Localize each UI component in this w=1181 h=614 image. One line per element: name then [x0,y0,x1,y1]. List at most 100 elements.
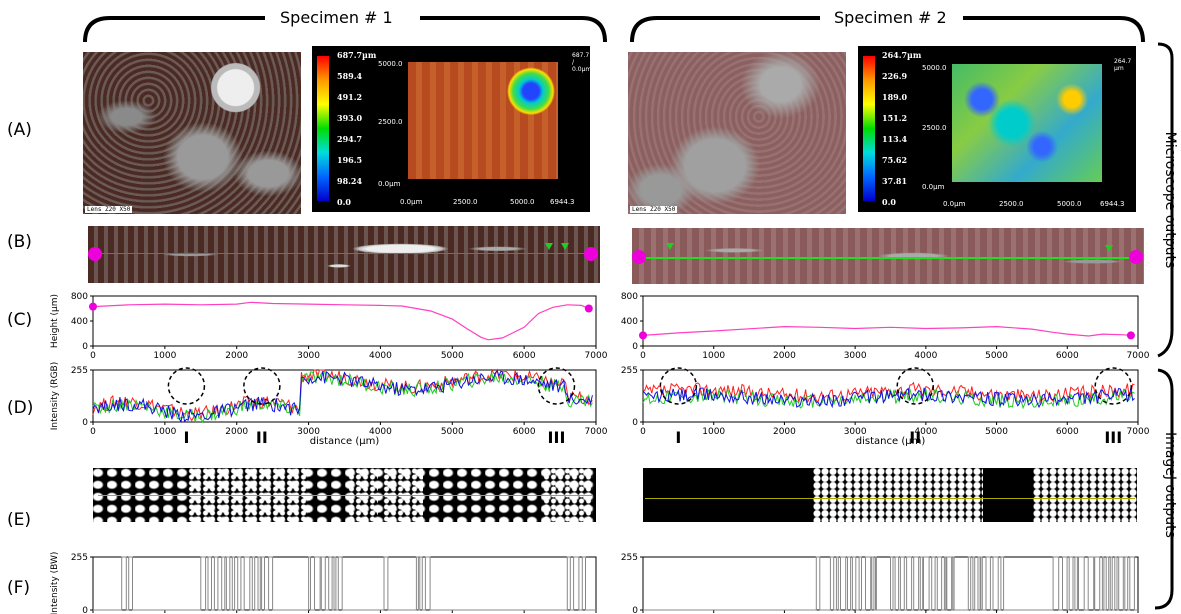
x-tick-label: 3000 [297,351,320,361]
row-label-f: (F) [7,578,31,598]
map-xtick: 5000.0 [510,198,535,206]
x-tick-label: 0 [640,427,646,437]
map-xtick: 6944.3 [550,198,575,206]
x-tick-label: 2000 [225,427,248,437]
map-xtick: 5000.0 [1057,200,1082,208]
x-tick-label: 1000 [702,351,725,361]
profile-endpoint [639,331,647,340]
y-axis-label: Intensity (RGB) [50,362,60,430]
map-ytick: 0.0µm [378,180,401,188]
x-tick-label: 4000 [369,427,392,437]
colorbar-tick: 37.81 [882,176,908,186]
height-profile-line [92,301,590,341]
x-axis-label: distance (µm) [856,436,926,447]
plot-frame [92,556,597,611]
colorbar-tick: 687.7µm [337,50,377,60]
region-label: I [675,428,681,447]
x-tick-label: 6000 [1056,351,1079,361]
region-circle [896,367,934,405]
region-label: II [256,428,268,447]
height-map-specimen2 [858,46,1136,212]
endpoint-marker [632,250,646,264]
binary-strip-specimen1 [93,468,596,522]
intensity-blue-line [92,369,593,423]
region-circle [167,367,206,405]
x-tick-label: 5000 [441,351,464,361]
micrograph-specimen2: Lens Z20 X50 [628,52,846,214]
x-tick-label: 4000 [914,351,937,361]
map-xtick: 2500.0 [453,198,478,206]
region-circle [537,367,576,405]
intensity-red-line [642,381,1135,405]
map-xtick: 0.0µm [943,200,966,208]
profile-line [96,253,591,254]
colorbar-tick: 226.9 [882,71,908,81]
intensity-blue-line [642,387,1135,409]
x-tick-label: 5000 [985,351,1008,361]
endpoint-marker [1129,250,1143,264]
x-tick-label: 2000 [225,351,248,361]
height-map-image [408,62,558,179]
y-tick-label: 0 [82,606,88,614]
map-corner-label: 687.7 / 0.0µm [572,52,592,73]
microscope-bracket [1157,42,1174,358]
colorbar-tick: 491.2 [337,92,363,102]
x-tick-label: 1000 [153,427,176,437]
region-circle [243,367,281,405]
colorbar-tick: 189.0 [882,92,908,102]
x-tick-label: 0 [90,427,96,437]
map-xtick: 0.0µm [400,198,423,206]
x-tick-label: 0 [640,351,646,361]
height-map-image [952,64,1102,182]
region-label: III [1104,428,1122,447]
y-axis-label: Height (µm) [50,294,60,348]
colorbar-tick: 98.24 [337,176,363,186]
x-tick-label: 7000 [585,427,608,437]
imagej-outputs-label: ImageJ outputs [1162,432,1178,538]
region-circle [1094,367,1132,405]
y-tick-label: 800 [621,292,638,302]
imagej-bracket [1154,368,1174,610]
colorbar [863,56,875,201]
bw-intensity-line [93,556,596,611]
map-ytick: 2500.0 [922,124,947,132]
x-tick-label: 0 [90,351,96,361]
map-ytick: 5000.0 [922,64,947,72]
binary-strip-specimen2 [643,468,1137,522]
endpoint-marker [584,247,598,261]
y-tick-label: 255 [71,366,88,376]
y-tick-label: 0 [632,342,638,352]
colorbar-tick: 393.0 [337,113,363,123]
profile-endpoint [89,302,97,311]
x-tick-label: 2000 [773,427,796,437]
line-strip-specimen1 [88,226,600,283]
y-tick-label: 255 [71,553,88,563]
x-tick-label: 5000 [985,427,1008,437]
specimen2-title: Specimen # 2 [834,8,947,27]
map-ytick: 5000.0 [378,60,403,68]
x-tick-label: 6000 [513,427,536,437]
row-label-e: (E) [7,510,32,530]
row-label-a: (A) [7,120,32,140]
x-tick-label: 7000 [585,351,608,361]
colorbar-tick: 0.0 [882,197,896,207]
y-axis-label: Intensity (BW) [50,552,60,614]
profile-endpoint [584,304,593,313]
region-circle [659,367,698,405]
profile-line [640,257,1135,259]
map-ytick: 2500.0 [378,118,403,126]
x-axis-label: distance (µm) [310,436,380,447]
specimen2-bracket [630,16,1145,43]
colorbar-tick: 113.4 [882,134,908,144]
colorbar-tick: 75.62 [882,155,908,165]
x-tick-label: 1000 [702,427,725,437]
lens-label: Lens Z20 X50 [85,206,133,213]
height-map-specimen1 [312,46,590,212]
y-tick-label: 0 [82,418,88,428]
green-marker [545,243,569,250]
x-tick-label: 3000 [844,351,867,361]
line-strip-specimen2 [632,228,1144,284]
